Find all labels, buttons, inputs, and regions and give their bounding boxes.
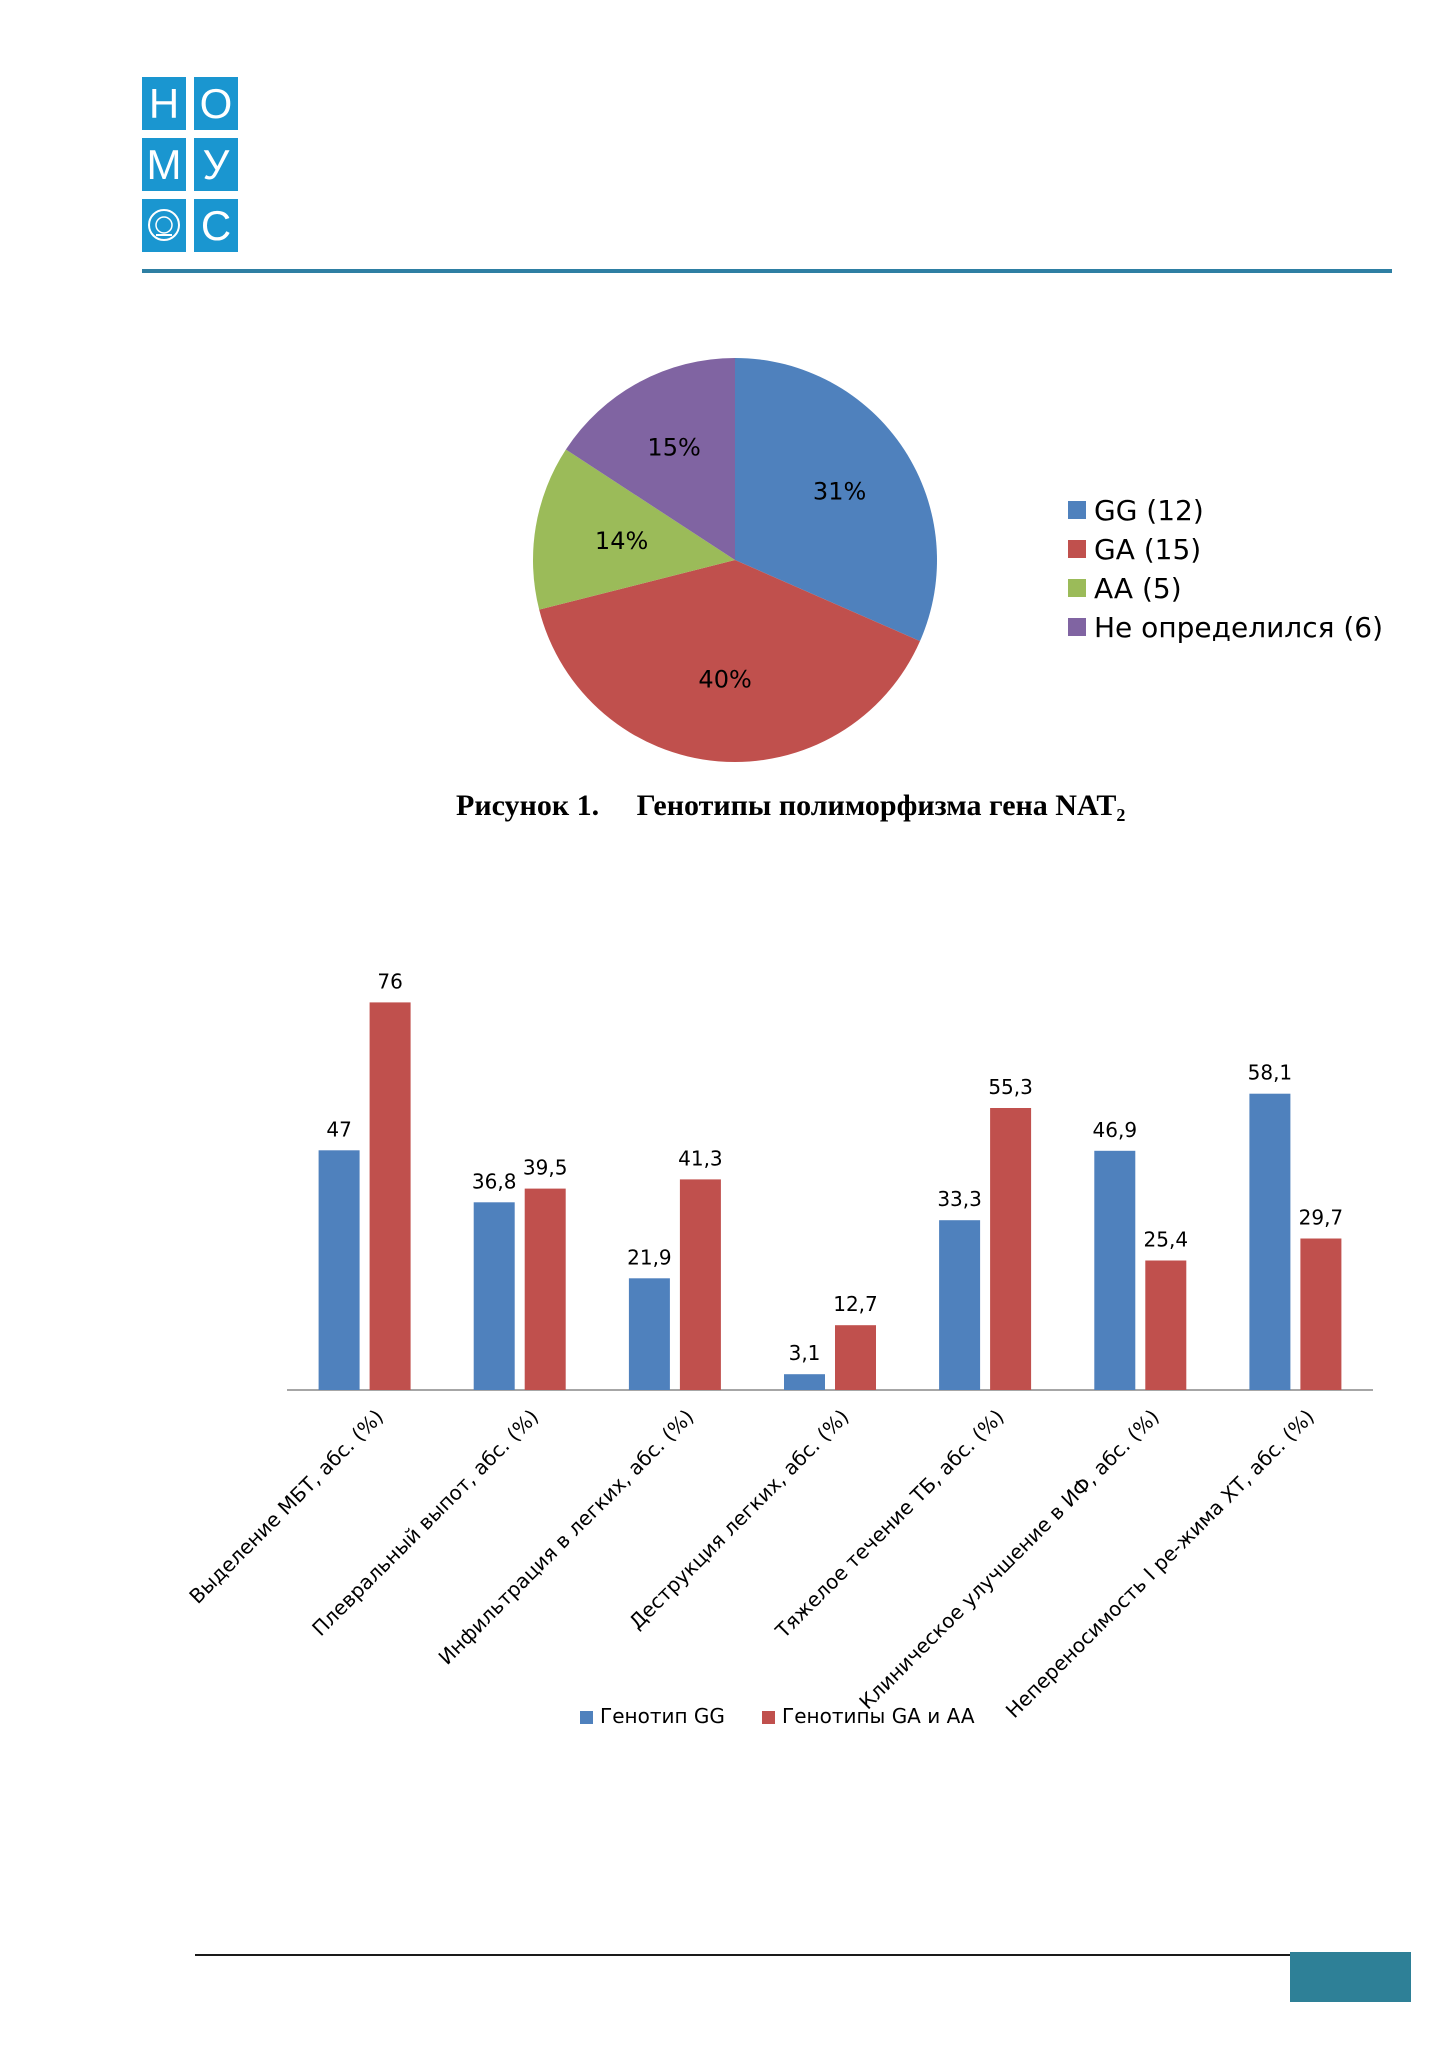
bar (990, 1108, 1032, 1390)
bar-value-label: 21,9 (627, 1245, 672, 1269)
pie-slice-label: 15% (647, 433, 700, 461)
bar-value-label: 12,7 (833, 1292, 878, 1316)
logo-letter: М (142, 138, 186, 191)
category-label: Непереносимость I ре-жима ХТ, абс. (%) (1001, 1405, 1319, 1723)
bar (784, 1374, 825, 1390)
category-label: Инфильтрация в легких, абс. (%) (434, 1405, 699, 1670)
logo-seal-icon (142, 199, 186, 252)
bar-value-label: 55,3 (988, 1075, 1033, 1099)
header-rule (142, 269, 1392, 273)
pie-slice-label: 31% (813, 478, 866, 506)
bar (524, 1188, 566, 1390)
legend-swatch (762, 1711, 775, 1724)
bar (1300, 1238, 1342, 1390)
logo-letter: С (194, 199, 238, 252)
logo-letter: О (194, 77, 238, 130)
legend-label: GG (12) (1094, 494, 1204, 527)
legend-swatch (1068, 501, 1086, 519)
legend-swatch (580, 1711, 593, 1724)
pie-slice (735, 358, 938, 642)
bar (835, 1325, 876, 1390)
legend-label: Генотип GG (600, 1704, 725, 1728)
legend-label: Не определился (6) (1094, 611, 1383, 644)
figure-caption: Рисунок 1. Генотипы полиморфизма гена NA… (456, 789, 1126, 822)
legend-label: Генотипы GA и AA (782, 1704, 975, 1728)
pie-slice (539, 560, 920, 763)
bar-value-label: 36,8 (472, 1169, 517, 1193)
bar-value-label: 58,1 (1248, 1061, 1293, 1085)
page-number-tab (1290, 1952, 1411, 2002)
bar-value-label: 46,9 (1093, 1118, 1138, 1142)
bar-value-label: 39,5 (523, 1156, 568, 1180)
bar (628, 1278, 670, 1390)
legend-label: AA (5) (1094, 572, 1182, 605)
logo-letter: Н (142, 77, 186, 130)
bar-value-label: 33,3 (937, 1187, 982, 1211)
bar-value-label: 25,4 (1144, 1228, 1189, 1252)
bar (1145, 1260, 1187, 1390)
pie-slice-label: 14% (595, 527, 648, 555)
pie-slice (565, 358, 735, 560)
legend-swatch (1068, 618, 1086, 636)
category-label: Клиническое улучшение в ИФ, абс. (%) (854, 1405, 1164, 1715)
bar-value-label: 76 (377, 969, 402, 993)
bar-value-label: 29,7 (1299, 1206, 1344, 1230)
pie-slice-label: 40% (698, 666, 751, 694)
bar (473, 1202, 515, 1390)
legend-swatch (1068, 579, 1086, 597)
bar (1094, 1150, 1136, 1390)
bar (939, 1220, 981, 1390)
logo-letter: У (194, 138, 238, 191)
bar (679, 1179, 721, 1390)
bar (1249, 1093, 1291, 1390)
bar-value-label: 47 (326, 1117, 351, 1141)
bar (318, 1150, 360, 1390)
legend-swatch (1068, 540, 1086, 558)
bar (369, 1002, 411, 1390)
footer-rule (195, 1954, 1411, 1956)
pie-slice (532, 449, 735, 610)
bar-value-label: 3,1 (789, 1341, 821, 1365)
genotype-pie-chart: 31% 40% 14% 15% GG (12) GA (15) AA (5) Не опред… (532, 358, 1383, 763)
bar-value-label: 41,3 (678, 1146, 723, 1170)
legend-label: GA (15) (1094, 533, 1201, 566)
